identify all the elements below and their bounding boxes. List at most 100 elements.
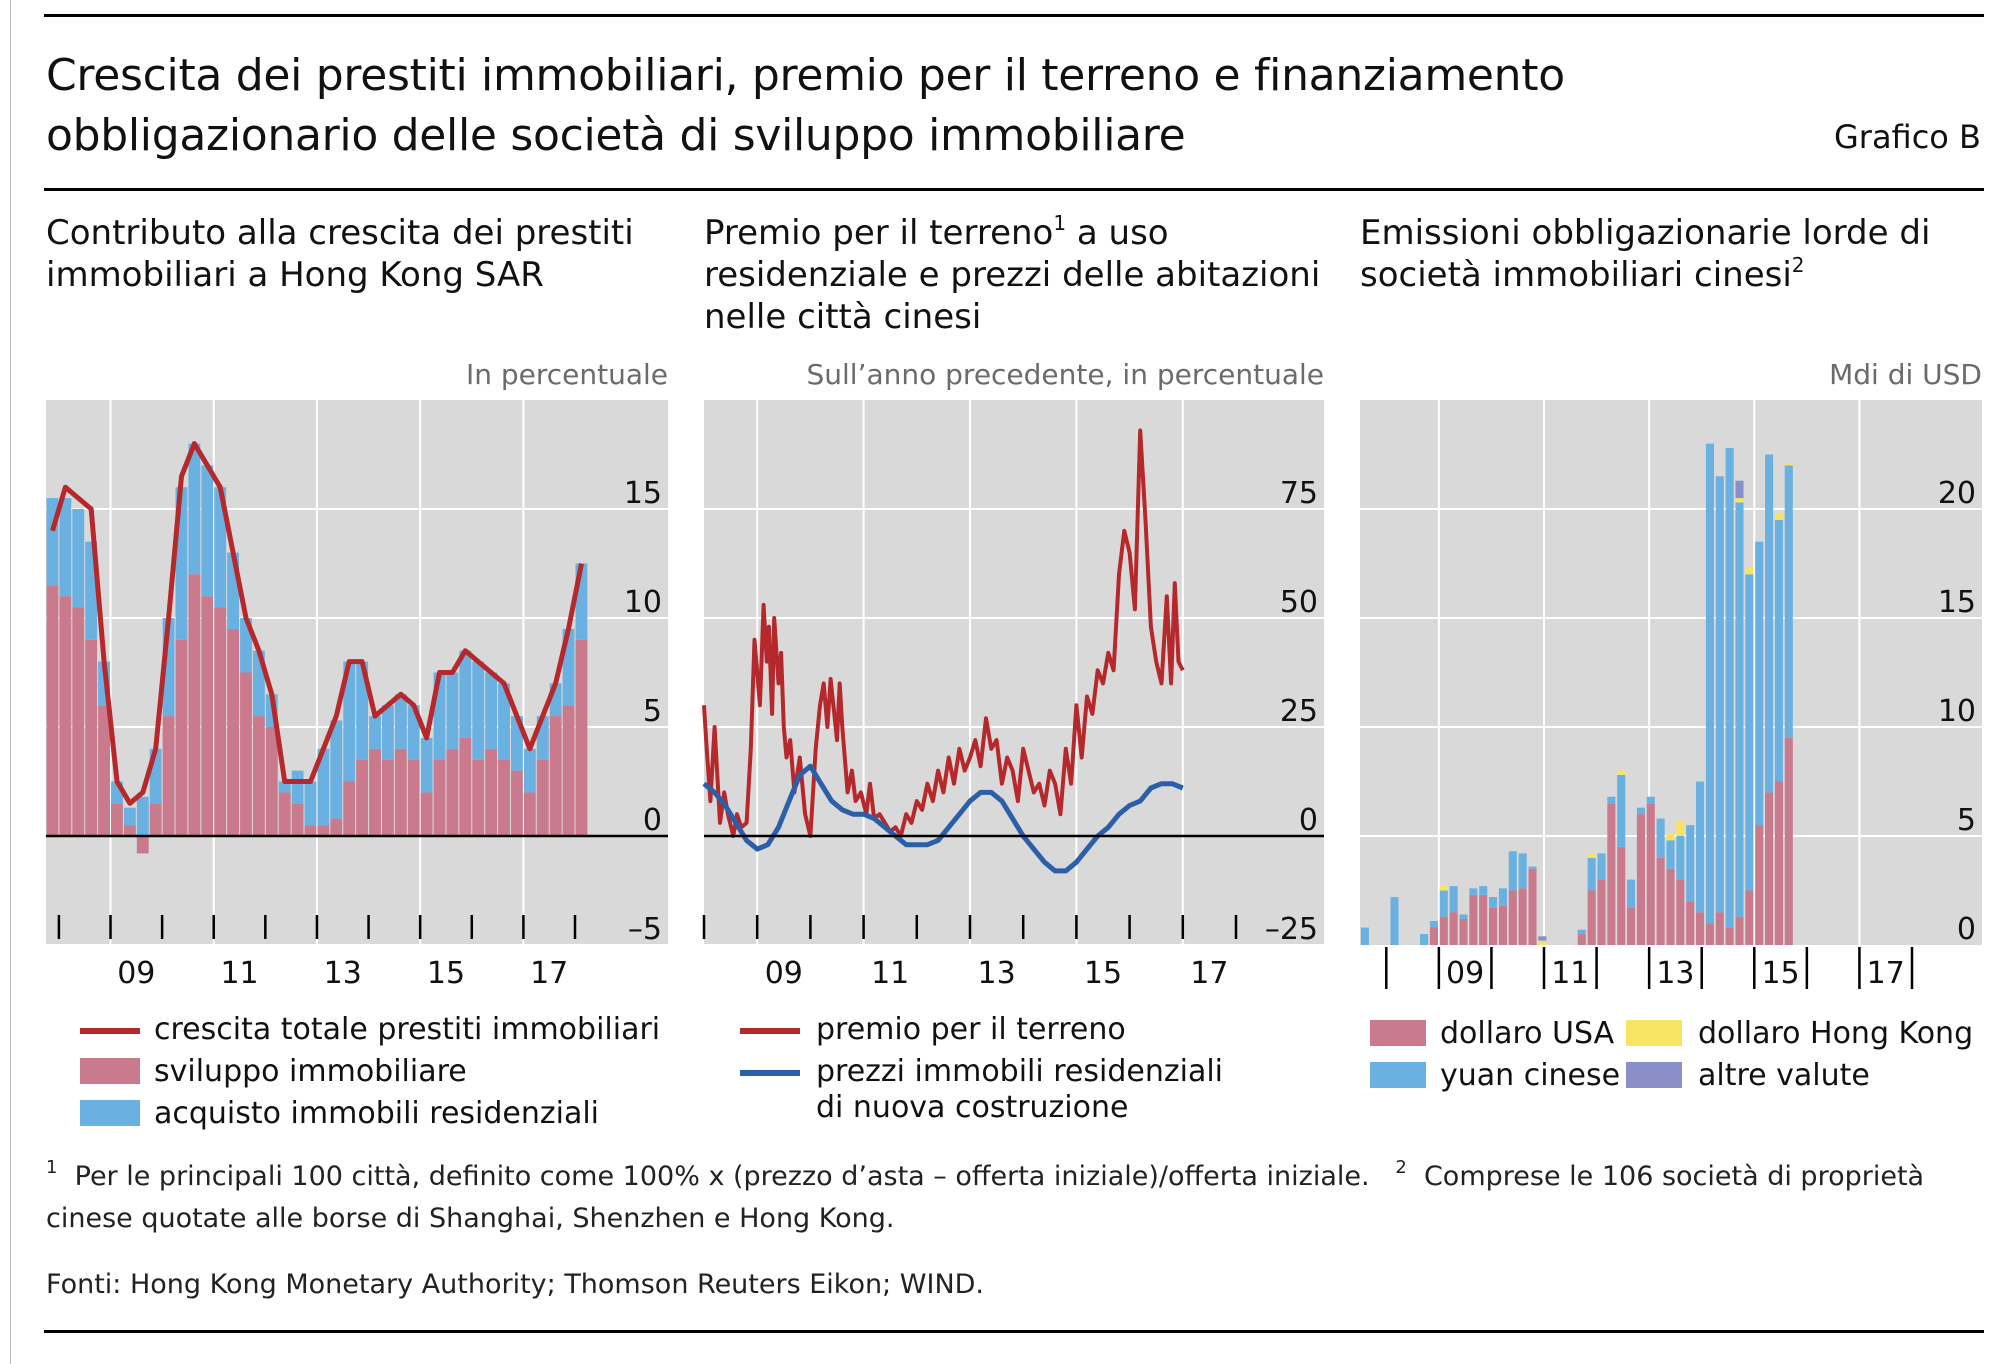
bar-cny [1696, 781, 1705, 913]
legend-swatch-usd [1370, 1020, 1426, 1046]
mid-ytick-label: 50 [1280, 585, 1318, 620]
bar-cny [1360, 927, 1369, 945]
bar-cny [1765, 454, 1774, 793]
left-panel-title-line2: immobiliari a Hong Kong SAR [46, 255, 544, 295]
bar-usd [1784, 737, 1793, 945]
bar-other [1538, 936, 1547, 941]
bar-development [162, 716, 175, 836]
legend-label-house-prices-line2: di nuova costruzione [816, 1090, 1129, 1125]
mid-panel: 75 50 25 0 –25 09 11 13 15 17 [702, 400, 1324, 991]
bar-purchase [356, 661, 369, 760]
bar-cny [1617, 774, 1626, 847]
bar-development [123, 825, 136, 836]
bar-cny [1420, 934, 1429, 945]
bar-usd [1666, 868, 1675, 945]
bar-cny [1498, 888, 1507, 906]
bar-usd [1755, 825, 1764, 945]
bar-cny [1469, 888, 1478, 895]
bar-usd [1745, 890, 1754, 945]
bar-hkd [1439, 886, 1448, 891]
bar-purchase [485, 672, 498, 749]
bar-cny [1715, 476, 1724, 913]
bar-development [562, 705, 575, 836]
bar-cny [1587, 857, 1596, 891]
bar-usd [1518, 888, 1527, 945]
mid-xtick-label: 15 [1084, 956, 1122, 991]
footnote-line1: 1 Per le principali 100 città, definito … [46, 1156, 1924, 1198]
right-xtick-label: 09 [1446, 956, 1484, 991]
bar-purchase [188, 443, 201, 575]
bar-cny [1459, 914, 1468, 919]
bar-usd [1617, 846, 1626, 945]
bar-purchase [149, 748, 162, 804]
bar-development [330, 818, 343, 836]
bar-usd [1597, 879, 1606, 945]
bar-development [498, 759, 510, 836]
bar-usd [1656, 857, 1665, 945]
bar-usd [1459, 918, 1468, 945]
legend-label-development: sviluppo immobiliare [154, 1054, 467, 1089]
bar-usd [1725, 927, 1734, 945]
left-xtick-label: 17 [530, 956, 568, 991]
bar-cny [1449, 886, 1458, 913]
bar-cny [1429, 921, 1438, 928]
bar-purchase [459, 650, 472, 738]
right-panel-title-line1: Emissioni obbligazionarie lorde di [1360, 213, 1931, 253]
bar-usd [1705, 923, 1714, 945]
figure-title-line1: Crescita dei prestiti immobiliari, premi… [46, 50, 1565, 101]
bar-development [46, 585, 59, 836]
bar-usd [1528, 868, 1537, 945]
bar-purchase [227, 552, 240, 629]
right-ytick-label: 5 [1957, 803, 1976, 838]
bar-development [317, 825, 330, 836]
mid-panel-title: Premio per il terreno1 a uso residenzial… [704, 212, 1320, 338]
bar-cny [1479, 886, 1488, 895]
bar-hkd [1745, 567, 1754, 575]
left-margin-line [10, 0, 11, 1364]
bar-development [356, 759, 369, 836]
bar-purchase [575, 563, 588, 640]
bar-cny [1656, 818, 1665, 858]
legend-swatch-purchase [80, 1100, 140, 1126]
bar-usd [1676, 879, 1685, 945]
footnote-1-text: Per le principali 100 città, definito co… [74, 1161, 1370, 1192]
bar-purchase [369, 716, 381, 749]
mid-ytick-label: 0 [1299, 803, 1318, 838]
bar-cny [1735, 502, 1744, 917]
legend-label-total-growth: crescita totale prestiti immobiliari [154, 1012, 661, 1047]
left-ytick-label: –5 [628, 912, 662, 947]
left-unit-label: In percentuale [465, 358, 668, 391]
mid-panel-title-footnote-mark: 1 [1053, 211, 1067, 235]
bar-purchase [446, 672, 459, 749]
bar-cny [1439, 890, 1448, 917]
legend-label-purchase: acquisto immobili residenziali [154, 1096, 600, 1131]
bar-development [523, 792, 536, 836]
bar-development [111, 803, 123, 836]
right-ytick-label: 10 [1938, 694, 1976, 729]
left-panel: 15 10 5 0 –5 09 11 13 15 17 [46, 400, 668, 991]
bar-cny [1686, 825, 1695, 902]
bar-development [240, 672, 252, 836]
bar-usd [1489, 907, 1498, 945]
bar-development [72, 607, 85, 836]
bar-usd [1735, 916, 1744, 945]
right-xtick-label: 15 [1761, 956, 1799, 991]
bar-usd [1636, 814, 1645, 945]
bar-development [575, 639, 588, 836]
legend-label-usd: dollaro USA [1440, 1016, 1615, 1051]
bar-usd [1577, 934, 1586, 945]
bar-purchase [549, 683, 562, 717]
bar-cny [1755, 541, 1764, 826]
bar-development [59, 596, 72, 836]
bar-purchase [59, 498, 72, 597]
bar-purchase [136, 796, 149, 836]
bar-purchase [562, 628, 575, 706]
bottom-rule [44, 1330, 1984, 1333]
figure-label: Grafico B [1833, 118, 1981, 156]
bar-purchase [472, 661, 485, 760]
bar-purchase [381, 705, 394, 760]
footnote-1-mark: 1 [46, 1157, 58, 1178]
bar-development [511, 770, 523, 836]
figure-title-line2: obbligazionario delle società di svilupp… [46, 110, 1186, 161]
bar-purchase [214, 487, 227, 608]
